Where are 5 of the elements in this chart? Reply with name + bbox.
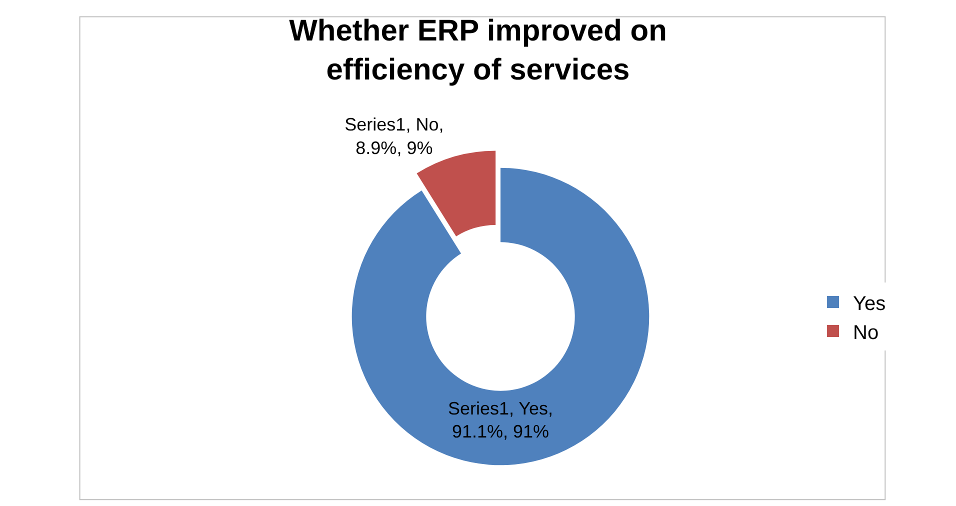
data-label: Series1, No, 8.9%, 9% (344, 114, 444, 158)
legend-label: Yes (853, 292, 886, 315)
data-label: Series1, Yes, 91.1%, 91% (448, 398, 554, 442)
chart-title: Whether ERP improved on efficiency of services (289, 14, 667, 86)
legend-label: No (853, 322, 879, 344)
